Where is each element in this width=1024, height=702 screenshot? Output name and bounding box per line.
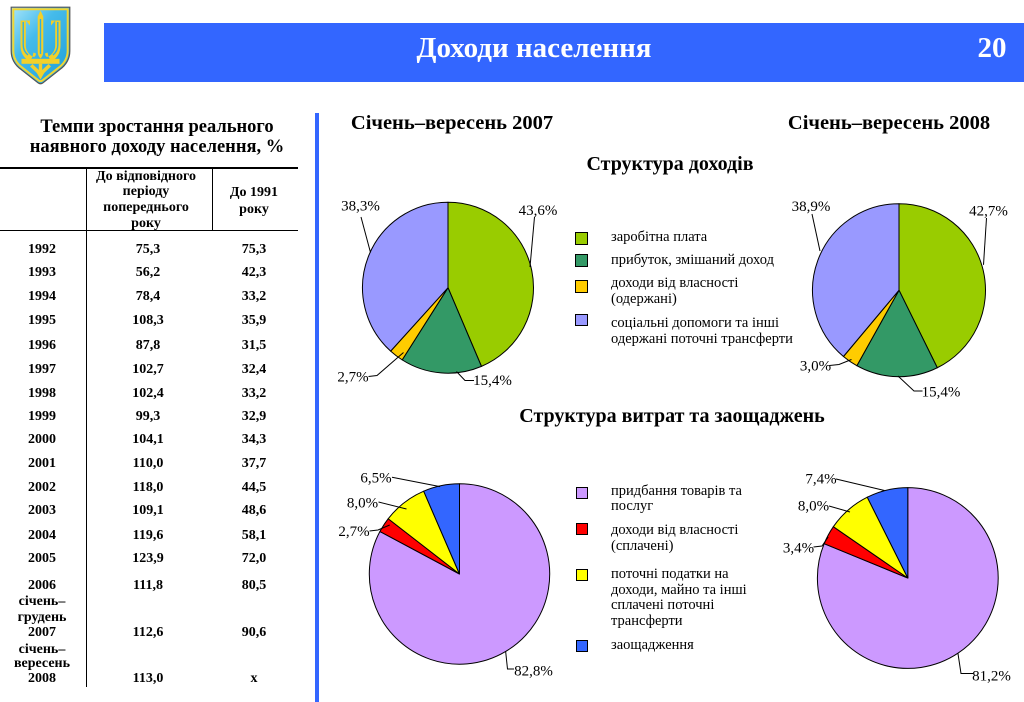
svg-text:2,7%: 2,7%	[338, 524, 369, 540]
svg-text:42,7%: 42,7%	[969, 204, 1008, 220]
svg-text:81,2%: 81,2%	[972, 669, 1011, 685]
svg-text:82,8%: 82,8%	[514, 664, 553, 680]
svg-text:2,7%: 2,7%	[337, 370, 368, 386]
svg-text:43,6%: 43,6%	[519, 203, 558, 219]
svg-text:15,4%: 15,4%	[922, 385, 961, 401]
svg-text:7,4%: 7,4%	[805, 472, 836, 488]
svg-text:3,0%: 3,0%	[800, 359, 831, 375]
svg-text:6,5%: 6,5%	[360, 471, 391, 487]
svg-text:8,0%: 8,0%	[798, 499, 829, 515]
svg-text:38,3%: 38,3%	[341, 199, 380, 215]
svg-text:8,0%: 8,0%	[347, 496, 378, 512]
svg-text:38,9%: 38,9%	[792, 199, 831, 215]
svg-text:3,4%: 3,4%	[783, 541, 814, 557]
svg-text:15,4%: 15,4%	[473, 373, 512, 389]
